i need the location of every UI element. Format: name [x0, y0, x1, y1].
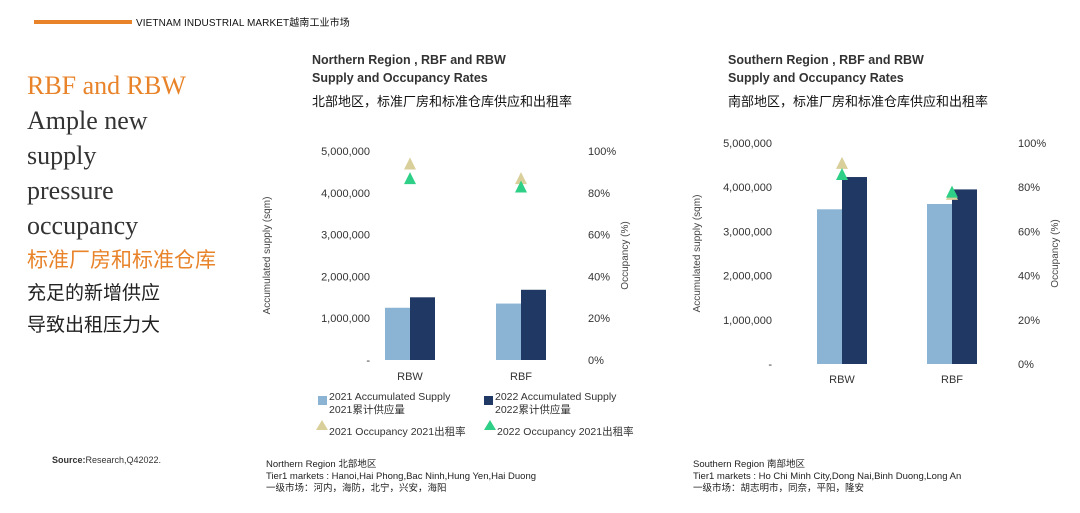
north-y-tick-label: 2,000,000: [321, 271, 370, 283]
header-accent-bar: [34, 20, 132, 24]
north-y-tick-label: 5,000,000: [321, 146, 370, 158]
north-y-tick-label: 3,000,000: [321, 230, 370, 242]
north-occupancy-marker-rbw-2021: [404, 157, 416, 170]
north-y2-axis-title: Occupancy (%): [620, 221, 631, 289]
north-chart-title-cn: 北部地区，标准厂房和标准仓库供应和出租率: [312, 95, 573, 110]
north-bar-rbw-2022: [410, 297, 435, 360]
north-bar-rbw-2021: [385, 307, 410, 360]
source-note: Source:Research,Q42022.: [52, 455, 162, 465]
south-y2-tick-label: 60%: [1018, 226, 1040, 238]
north-category-label: RBF: [510, 371, 532, 383]
north-bar-rbf-2022: [521, 289, 546, 360]
south-chart-title: Southern Region , RBF and RBW Supply and …: [728, 53, 924, 85]
summary-line-cn: 充足的新增供应: [27, 282, 161, 304]
south-y-axis-title: Accumulated supply (sqm): [692, 195, 703, 313]
south-category-label: RBF: [941, 374, 963, 386]
legend-2021-supply: 2021 Accumulated Supply 2021累计供应量: [329, 391, 451, 416]
south-y2-tick-label: 20%: [1018, 315, 1040, 327]
south-bar-rbw-2022: [842, 177, 867, 364]
summary-line: occupancy: [27, 211, 139, 240]
legend-2022-supply: 2022 Accumulated Supply 2022累计供应量: [495, 391, 617, 416]
legend-swatch-2022-supply: [484, 396, 493, 405]
south-y2-axis-title: Occupancy (%): [1050, 219, 1061, 287]
south-y-tick-label: -: [768, 359, 772, 371]
north-y-tick-label: 4,000,000: [321, 188, 370, 200]
north-y2-tick-label: 60%: [588, 230, 610, 242]
south-y-tick-label: 5,000,000: [723, 138, 772, 150]
south-bar-rbf-2022: [952, 189, 977, 364]
south-y-tick-label: 3,000,000: [723, 226, 772, 238]
summary-line: Ample new: [27, 106, 148, 135]
south-y2-tick-label: 100%: [1018, 138, 1046, 150]
summary-heading: RBF and RBW: [27, 71, 186, 100]
south-y-tick-label: 1,000,000: [723, 315, 772, 327]
north-y-tick-label: 1,000,000: [321, 313, 370, 325]
legend-2021-occupancy: 2021 Occupancy 2021出租率: [329, 426, 466, 438]
north-y-axis-title: Accumulated supply (sqm): [262, 197, 273, 315]
summary-line-cn: 导致出租压力大: [27, 314, 161, 336]
north-y-tick-label: -: [366, 355, 370, 367]
south-y2-tick-label: 40%: [1018, 271, 1040, 283]
summary-line: supply: [27, 141, 97, 170]
south-chart-title-cn: 南部地区，标准厂房和标准仓库供应和出租率: [728, 95, 989, 110]
north-y2-tick-label: 20%: [588, 313, 610, 325]
north-occupancy-marker-rbw-2022: [404, 172, 416, 185]
summary-line: pressure: [27, 176, 114, 205]
legend-marker-2021-occupancy: [316, 420, 328, 430]
north-y2-tick-label: 40%: [588, 271, 610, 283]
north-y2-tick-label: 80%: [588, 188, 610, 200]
left-summary: RBF and RBW Ample new supply pressure oc…: [27, 68, 267, 341]
north-occupancy-marker-rbf-2022: [515, 180, 527, 193]
north-bar-rbf-2021: [496, 303, 521, 360]
south-y-tick-label: 2,000,000: [723, 271, 772, 283]
legend-swatch-2021-supply: [318, 396, 327, 405]
summary-heading-cn: 标准厂房和标准仓库: [27, 248, 216, 272]
legend-marker-2022-occupancy: [484, 420, 496, 430]
south-y2-tick-label: 0%: [1018, 359, 1034, 371]
south-category-label: RBW: [829, 374, 855, 386]
south-occupancy-marker-rbw-2022: [836, 167, 848, 180]
north-y2-tick-label: 0%: [588, 355, 604, 367]
south-y-tick-label: 4,000,000: [723, 182, 772, 194]
south-footnote: Southern Region 南部地区 Tier1 markets : Ho C…: [693, 459, 962, 494]
legend-2022-occupancy: 2022 Occupancy 2021出租率: [497, 426, 634, 438]
north-occupancy-marker-rbf-2021: [515, 172, 527, 185]
south-occupancy-marker-rbf-2022: [946, 185, 958, 198]
south-bar-rbf-2021: [927, 203, 952, 364]
north-footnote: Northern Region 北部地区 Tier1 markets : Hano…: [266, 459, 537, 494]
south-bar-rbw-2021: [817, 209, 842, 364]
north-category-label: RBW: [397, 371, 423, 383]
north-chart-title: Northern Region , RBF and RBW Supply and …: [312, 53, 506, 85]
north-y2-tick-label: 100%: [588, 146, 616, 158]
header-title: VIETNAM INDUSTRIAL MARKET越南工业市场: [136, 18, 350, 29]
south-occupancy-marker-rbw-2021: [836, 156, 848, 169]
south-y2-tick-label: 80%: [1018, 182, 1040, 194]
